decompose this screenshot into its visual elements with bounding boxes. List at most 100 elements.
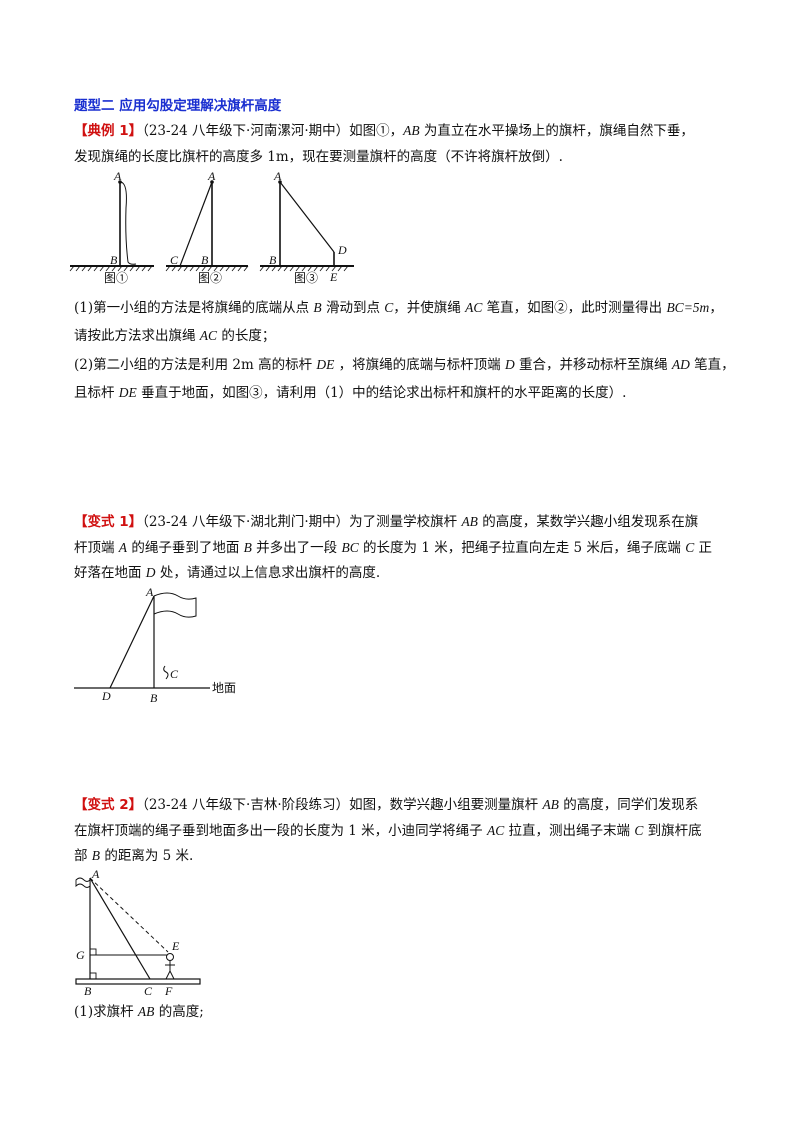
example1-q2-line2: 且标杆 DE 垂直于地面，如图③，请利用（1）中的结论求出标杆和旗杆的水平距离的… <box>74 383 626 403</box>
math: AB <box>461 514 478 529</box>
text: 如图①， <box>349 123 404 139</box>
text: (1)求旗杆 <box>74 1004 138 1020</box>
text: (1)第一小组的方法是将旗绳的底端从点 <box>74 300 314 316</box>
example1-q1-line1: (1)第一小组的方法是将旗绳的底端从点 B 滑动到点 C，并使旗绳 AC 笔直，… <box>74 298 723 318</box>
figure-2: A C B 图② <box>165 169 249 285</box>
variant2-source: （23-24 八年级下·吉林·阶段练习） <box>142 797 350 813</box>
fig3-label-b: B <box>269 253 277 267</box>
v2-label-b: B <box>84 984 92 998</box>
example1-figures: A B 图① A C B 图② A <box>69 169 354 285</box>
text: 的高度; <box>154 1004 204 1020</box>
math: D <box>145 565 156 580</box>
text: 并多出了一段 <box>251 540 342 556</box>
variant2-line2: 在旗杆顶端的绳子垂到地面多出一段的长度为 1 米，小迪同学将绳子 AC 拉直，测… <box>74 821 702 841</box>
example1-q1-line2: 请按此方法求出旗绳 AC 的长度； <box>74 326 275 346</box>
example1-q2-line1: (2)第二小组的方法是利用 2m 高的标杆 DE ，将旗绳的底端与标杆顶端 D … <box>74 355 735 375</box>
text: 的高度，某数学兴趣小组发现系在旗 <box>477 514 699 530</box>
text: 重合，并移动标杆至旗绳 <box>514 357 672 373</box>
math: D <box>504 357 515 372</box>
fig1-label-b: B <box>110 253 118 267</box>
text: ，将旗绳的底端与标杆顶端 <box>334 357 505 373</box>
v2-label-g: G <box>76 948 85 962</box>
v1-label-b: B <box>150 691 158 705</box>
text: 的高度，同学们发现系 <box>558 797 699 813</box>
text: 正 <box>694 540 712 556</box>
variant2-line3: 部 B 的距离为 5 米. <box>74 846 193 866</box>
math: C <box>685 540 695 555</box>
figure-3: A B D E 图③ <box>259 169 354 285</box>
text: 部 <box>74 848 92 864</box>
math: B <box>313 300 322 315</box>
variant1-figure: A C D B 地面 <box>74 586 236 705</box>
math: AC <box>486 823 505 838</box>
fig1-label-a: A <box>113 169 122 183</box>
text: 请按此方法求出旗绳 <box>74 328 200 344</box>
figure-1: A B 图① <box>69 169 154 285</box>
text: 好落在地面 <box>74 565 146 581</box>
text: ，并使旗绳 <box>393 300 466 316</box>
fig2-caption: 图② <box>198 271 222 285</box>
variant1-line2: 杆顶端 A 的绳子垂到了地面 B 并多出了一段 BC 的长度为 1 米，把绳子拉… <box>74 538 712 558</box>
v1-label-d: D <box>101 689 111 703</box>
variant1-line1: 【变式 1】（23-24 八年级下·湖北荆门·期中）为了测量学校旗杆 AB 的高… <box>74 512 698 532</box>
text: 为了测量学校旗杆 <box>349 514 462 530</box>
fig2-label-b: B <box>201 253 209 267</box>
math: B <box>243 540 252 555</box>
variant2-figure: A E G B C F <box>75 868 201 998</box>
v2-label-c: C <box>144 984 153 998</box>
text: 为直立在水平操场上的旗杆，旗绳自然下垂， <box>419 123 694 139</box>
v1-label-c: C <box>170 667 179 681</box>
fig3-label-e: E <box>329 270 338 284</box>
math: DE <box>316 357 335 372</box>
fig3-label-a: A <box>273 169 282 183</box>
v1-ground-label: 地面 <box>212 681 236 695</box>
text: (2)第二小组的方法是利用 2m 高的标杆 <box>74 357 317 373</box>
math: C <box>384 300 394 315</box>
text: 到旗杆底 <box>643 823 702 839</box>
text: 杆顶端 <box>74 540 119 556</box>
text: 的长度为 1 米，把绳子拉直向左走 5 米后，绳子底端 <box>358 540 686 556</box>
math: AB <box>403 123 420 138</box>
math: C <box>634 823 644 838</box>
text: 且标杆 <box>74 385 119 401</box>
math: AC <box>199 328 218 343</box>
v2-label-e: E <box>171 939 180 953</box>
v2-label-a: A <box>91 868 100 881</box>
math: BC=5m <box>666 300 710 315</box>
example1-source: （23-24 八年级下·河南漯河·期中） <box>142 123 350 139</box>
math: DE <box>118 385 137 400</box>
text: 的距离为 5 米. <box>100 848 194 864</box>
v2-label-f: F <box>164 984 173 998</box>
fig3-caption: 图③ <box>294 271 318 285</box>
text: ， <box>709 300 723 316</box>
fig3-label-d: D <box>337 243 347 257</box>
math: A <box>118 540 128 555</box>
math: AB <box>542 797 559 812</box>
text: 滑动到点 <box>321 300 385 316</box>
text: 拉直，测出绳子末端 <box>504 823 635 839</box>
math: B <box>91 848 101 863</box>
example1-line2: 发现旗绳的长度比旗杆的高度多 1m，现在要测量旗杆的高度（不许将旗杆放倒）. <box>74 149 563 165</box>
fig2-label-a: A <box>207 169 216 183</box>
text: 笔直， <box>689 357 735 373</box>
text: 的长度； <box>217 328 276 344</box>
variant1-source: （23-24 八年级下·湖北荆门·期中） <box>142 514 350 530</box>
text: 如图，数学兴趣小组要测量旗杆 <box>349 797 543 813</box>
text: 垂直于地面，如图③，请利用（1）中的结论求出标杆和旗杆的水平距离的长度）. <box>136 385 627 401</box>
variant1-tag: 【变式 1】 <box>74 514 143 530</box>
variant2-line1: 【变式 2】（23-24 八年级下·吉林·阶段练习）如图，数学兴趣小组要测量旗杆… <box>74 795 698 815</box>
v1-label-a: A <box>145 586 154 599</box>
variant2-q1: (1)求旗杆 AB 的高度; <box>74 1002 204 1022</box>
math: BC <box>341 540 359 555</box>
fig1-caption: 图① <box>104 271 128 285</box>
example1-tag: 【典例 1】 <box>74 123 143 139</box>
section-title: 题型二 应用勾股定理解决旗杆高度 <box>74 98 282 114</box>
variant2-tag: 【变式 2】 <box>74 797 143 813</box>
math: AD <box>671 357 690 372</box>
example1-line1: 【典例 1】（23-24 八年级下·河南漯河·期中）如图①，AB 为直立在水平操… <box>74 121 694 141</box>
variant1-line3: 好落在地面 D 处，请通过以上信息求出旗杆的高度. <box>74 563 380 583</box>
text: 在旗杆顶端的绳子垂到地面多出一段的长度为 1 米，小迪同学将绳子 <box>74 823 487 839</box>
math: AB <box>137 1004 155 1019</box>
text: 的绳子垂到了地面 <box>127 540 244 556</box>
text: 笔直，如图②，此时测量得出 <box>482 300 667 316</box>
